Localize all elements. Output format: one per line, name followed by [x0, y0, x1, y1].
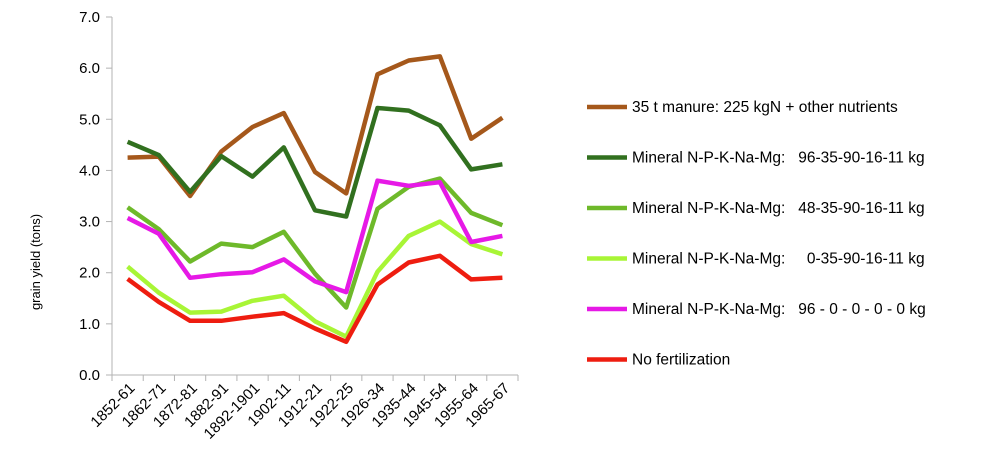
legend-item-4: Mineral N-P-K-Na-Mg: 0-35-90-16-11 kg: [587, 251, 925, 268]
legend-label: No fertilization: [632, 352, 730, 369]
legend-item-3: Mineral N-P-K-Na-Mg: 48-35-90-16-11 kg: [587, 200, 925, 217]
legend-item-6: No fertilization: [587, 352, 730, 369]
series-line-1: [127, 54, 504, 199]
y-tick-label: 7.0: [79, 9, 100, 26]
y-tick-label: 4.0: [79, 162, 100, 179]
y-tick-label: 1.0: [79, 316, 100, 333]
legend-item-1: 35 t manure: 225 kgN + other nutrients: [587, 99, 898, 116]
series-line-5: [126, 178, 503, 295]
y-axis-title: grain yield (tons): [28, 214, 43, 310]
legend-label: Mineral N-P-K-Na-Mg: 0-35-90-16-11 kg: [632, 251, 925, 268]
y-tick-label: 6.0: [79, 60, 100, 77]
legend-item-2: Mineral N-P-K-Na-Mg: 96-35-90-16-11 kg: [587, 150, 925, 167]
y-tick-label: 5.0: [79, 111, 100, 128]
legend-label: Mineral N-P-K-Na-Mg: 48-35-90-16-11 kg: [632, 200, 925, 217]
series-line-4: [126, 219, 504, 339]
y-tick-label: 2.0: [79, 265, 100, 282]
legend-label: 35 t manure: 225 kgN + other nutrients: [632, 99, 898, 116]
series-line-2: [126, 105, 503, 219]
y-tick-label: 0.0: [79, 367, 100, 384]
series-line-6: [126, 253, 503, 345]
legend-label: Mineral N-P-K-Na-Mg: 96-35-90-16-11 kg: [632, 150, 925, 167]
series-layer: [126, 54, 504, 345]
series-line-3: [126, 176, 504, 310]
legend-item-5: Mineral N-P-K-Na-Mg: 96 - 0 - 0 - 0 - 0 …: [587, 301, 926, 318]
legend: 35 t manure: 225 kgN + other nutrients Mi…: [587, 99, 926, 369]
y-tick-label: 3.0: [79, 214, 100, 231]
legend-label: Mineral N-P-K-Na-Mg: 96 - 0 - 0 - 0 - 0 …: [632, 301, 926, 318]
